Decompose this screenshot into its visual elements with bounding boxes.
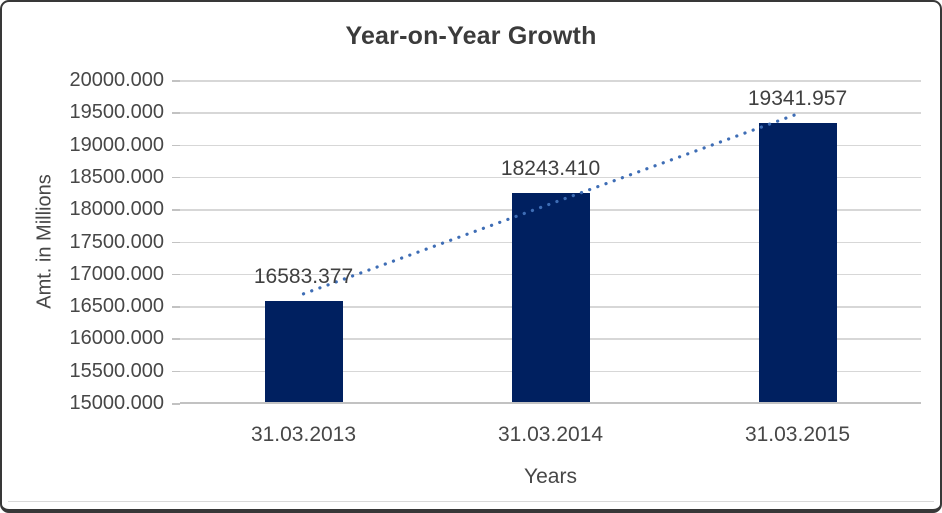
y-axis-tick — [172, 80, 180, 82]
y-axis-tick — [172, 338, 180, 340]
gridline — [180, 80, 921, 82]
y-tick-label: 16500.000 — [69, 295, 164, 318]
x-tick-label: 31.03.2015 — [744, 423, 851, 446]
y-axis-tick — [172, 176, 180, 179]
y-axis-tick — [172, 370, 180, 373]
gridline — [180, 144, 921, 147]
x-axis-line — [180, 402, 921, 404]
y-tick-label: 18500.000 — [69, 165, 164, 188]
x-tick-label: 31.03.2013 — [250, 423, 357, 446]
y-tick-label: 17000.000 — [69, 262, 164, 285]
y-axis-tick — [172, 209, 180, 211]
y-axis-tick — [172, 144, 180, 147]
x-tick-label: 31.03.2014 — [497, 423, 604, 446]
y-axis-tick — [172, 306, 180, 308]
y-tick-label: 15500.000 — [69, 359, 164, 382]
bar — [264, 300, 343, 403]
y-tick-label: 19000.000 — [69, 133, 164, 156]
trendline — [301, 112, 800, 296]
y-tick-label: 16000.000 — [69, 327, 164, 350]
data-label: 18243.410 — [500, 157, 601, 181]
chart-title: Year-on-Year Growth — [345, 22, 597, 50]
gridline — [180, 112, 921, 114]
y-tick-label: 19500.000 — [69, 101, 164, 124]
bar — [758, 122, 837, 403]
y-axis-tick — [172, 273, 180, 276]
y-axis-tick — [172, 241, 180, 243]
y-tick-label: 18000.000 — [69, 198, 164, 221]
y-tick-label: 15000.000 — [69, 392, 164, 414]
bar — [511, 193, 590, 403]
y-tick-label: 20000.000 — [69, 69, 164, 91]
data-label: 19341.957 — [747, 86, 848, 110]
trendline-dotted-line — [301, 112, 800, 296]
y-tick-label: 17500.000 — [69, 230, 164, 253]
x-axis-title: Years — [524, 465, 577, 488]
gridline — [180, 176, 921, 179]
data-label: 16583.377 — [253, 264, 354, 288]
y-axis-tick — [172, 112, 180, 114]
y-axis-tick — [172, 403, 180, 405]
frame-inner-shadow — [8, 501, 934, 502]
